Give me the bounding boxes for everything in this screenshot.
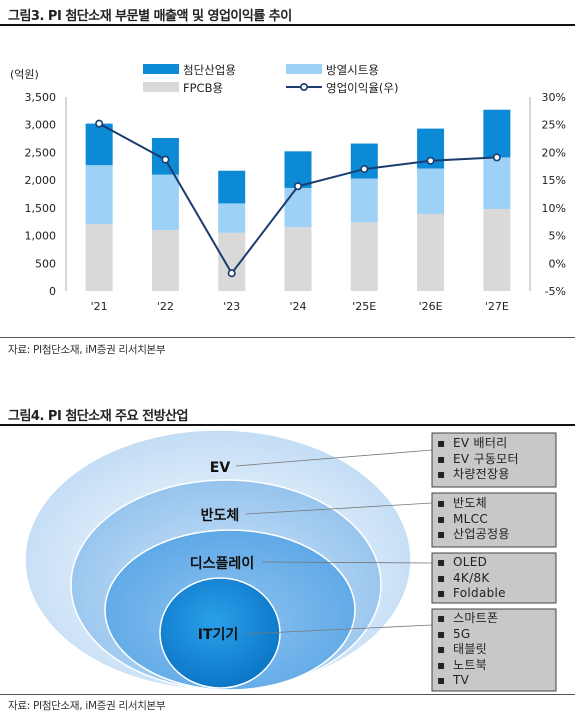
bar-segment-fpcb [85, 223, 113, 291]
bar-segment-heat-sheet [85, 165, 113, 224]
legend-swatch [286, 64, 322, 74]
bar-segment-fpcb [417, 213, 445, 291]
figure2-top-rule [0, 424, 575, 426]
margin-point [227, 269, 236, 278]
bar-segment-advanced-industry [218, 170, 246, 204]
bar-segment-fpcb [284, 227, 312, 291]
bar-segment-heat-sheet [284, 187, 312, 228]
list-item: OLED [437, 555, 506, 571]
bar-segment-advanced-industry [85, 123, 113, 166]
legend-swatch [143, 82, 179, 92]
y2-tick-label: 25% [542, 119, 566, 132]
chart-legend: 첨단산업용 방열시트용 FPCB용 영업이익율(우) [143, 63, 398, 95]
x-tick-label: '27E [485, 300, 509, 313]
ev-items-list: EV 배터리 EV 구동모터 차량전장용 [437, 436, 519, 483]
revenue-margin-chart: (억원) 첨단산업용 방열시트용 FPCB용 영업이익율(우) 0 500 1,000 1,… [10, 63, 567, 313]
y-tick-label: 500 [35, 257, 56, 270]
semiconductor-label: 반도체 [201, 507, 240, 524]
legend-label: 방열시트용 [326, 63, 379, 77]
bar-segment-advanced-industry [350, 143, 378, 179]
ev-connector [235, 449, 433, 467]
bar-segment-heat-sheet [151, 174, 179, 231]
list-item: 스마트폰 [437, 611, 498, 627]
margin-point [161, 155, 170, 164]
y2-tick-label: 5% [549, 230, 566, 243]
legend-label: 영업이익율(우) [326, 81, 398, 95]
legend-label: 첨단산업용 [183, 63, 236, 77]
legend-marker [299, 83, 308, 92]
bar-segment-heat-sheet [350, 178, 378, 223]
x-tick-label: '24 [289, 300, 306, 313]
y-tick-label: 3,000 [25, 119, 57, 132]
figure1-source: 자료: PI첨단소재, iM증권 리서치본부 [8, 344, 166, 356]
y-axis-unit-label: (억원) [10, 68, 39, 81]
legend-label: FPCB용 [183, 81, 223, 95]
figure2-bottom-rule [0, 694, 575, 695]
margin-point [293, 182, 302, 191]
y-tick-label: 1,500 [25, 202, 57, 215]
figure1-bottom-rule [0, 337, 575, 338]
it-device-label: IT기기 [198, 627, 239, 643]
y2-tick-label: 20% [542, 146, 566, 159]
it-device-connector [243, 624, 433, 635]
x-tick-label: '21 [91, 300, 108, 313]
list-item: MLCC [437, 512, 510, 528]
it-device-ellipse [159, 577, 281, 689]
chart-margin-line [95, 119, 501, 278]
bar-segment-advanced-industry [284, 151, 312, 188]
list-item: EV 구동모터 [437, 452, 519, 468]
x-tick-label: '22 [157, 300, 174, 313]
display-connector [261, 561, 433, 564]
y-tick-label: 3,500 [25, 91, 57, 104]
bar-segment-heat-sheet [483, 157, 511, 209]
y2-tick-label: 10% [542, 202, 566, 215]
x-tick-label: '23 [223, 300, 240, 313]
y2-tick-label: -5% [545, 285, 566, 298]
y2-tick-label: 0% [549, 257, 566, 270]
bar-segment-heat-sheet [417, 168, 445, 214]
semiconductor-connector [245, 502, 433, 515]
figure1-title: 그림3. PI 첨단소재 부문별 매출액 및 영업이익률 추이 [8, 9, 292, 24]
margin-point [95, 119, 104, 128]
bar-segment-advanced-industry [483, 109, 511, 158]
bar-segment-fpcb [151, 230, 179, 291]
industry-diagram: EV 반도체 디스플레이 IT기기 [24, 429, 557, 692]
chart-tick-labels: 0 500 1,000 1,500 2,000 2,500 3,000 3,500 -5% 0% 5… [25, 91, 567, 313]
y-tick-label: 2,000 [25, 174, 57, 187]
list-item: 차량전장용 [437, 467, 519, 483]
chart-axes [65, 97, 531, 291]
list-item: Foldable [437, 586, 506, 602]
it-device-items-list: 스마트폰 5G 태블릿 노트북 TV [437, 611, 498, 689]
x-tick-label: '25E [352, 300, 376, 313]
figure2-source: 자료: PI첨단소재, iM증권 리서치본부 [8, 700, 166, 712]
y-tick-label: 1,000 [25, 230, 57, 243]
list-item: 반도체 [437, 496, 510, 512]
list-item: 노트북 [437, 658, 498, 674]
figure2-title: 그림4. PI 첨단소재 주요 전방산업 [8, 409, 188, 424]
display-label: 디스플레이 [190, 555, 254, 572]
y-tick-label: 2,500 [25, 146, 57, 159]
y-tick-label: 0 [49, 285, 56, 298]
x-tick-label: '26E [419, 300, 443, 313]
bar-segment-fpcb [350, 222, 378, 291]
margin-point [426, 156, 435, 165]
bar-segment-fpcb [483, 208, 511, 291]
figure1-top-rule [0, 24, 575, 26]
margin-point [492, 153, 501, 162]
list-item: 태블릿 [437, 642, 498, 658]
bar-segment-heat-sheet [218, 203, 246, 233]
list-item: EV 배터리 [437, 436, 519, 452]
legend-swatch [143, 64, 179, 74]
display-items-list: OLED 4K/8K Foldable [437, 555, 506, 602]
list-item: 5G [437, 627, 498, 643]
margin-point [360, 165, 369, 174]
chart-bars [85, 109, 511, 291]
list-item: TV [437, 673, 498, 689]
y2-tick-label: 15% [542, 174, 566, 187]
ev-label: EV [210, 460, 231, 476]
semiconductor-items-list: 반도체 MLCC 산업공정용 [437, 496, 510, 543]
list-item: 산업공정용 [437, 527, 510, 543]
y2-tick-label: 30% [542, 91, 566, 104]
list-item: 4K/8K [437, 571, 506, 587]
